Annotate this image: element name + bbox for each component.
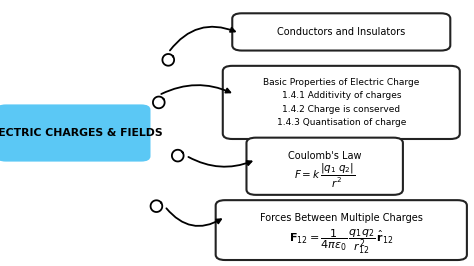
Text: Forces Between Multiple Charges: Forces Between Multiple Charges: [260, 213, 423, 223]
FancyBboxPatch shape: [0, 105, 150, 162]
Text: $\mathbf{F}_{12} = \dfrac{1}{4\pi\varepsilon_0}\,\dfrac{q_1 q_2}{r_{12}^2}\,\hat: $\mathbf{F}_{12} = \dfrac{1}{4\pi\vareps…: [289, 228, 393, 256]
Text: Conductors and Insulators: Conductors and Insulators: [277, 27, 405, 37]
FancyBboxPatch shape: [223, 66, 460, 139]
Text: Basic Properties of Electric Charge
1.4.1 Additivity of charges
1.4.2 Charge is : Basic Properties of Electric Charge 1.4.…: [263, 78, 419, 127]
Text: ELECTRIC CHARGES & FIELDS: ELECTRIC CHARGES & FIELDS: [0, 128, 163, 138]
Text: Coulomb's Law: Coulomb's Law: [288, 151, 362, 161]
FancyBboxPatch shape: [232, 13, 450, 51]
Text: $F = k\,\dfrac{|q_1\;q_2|}{r^2}$: $F = k\,\dfrac{|q_1\;q_2|}{r^2}$: [294, 162, 356, 190]
FancyBboxPatch shape: [246, 138, 403, 195]
FancyBboxPatch shape: [216, 200, 467, 260]
